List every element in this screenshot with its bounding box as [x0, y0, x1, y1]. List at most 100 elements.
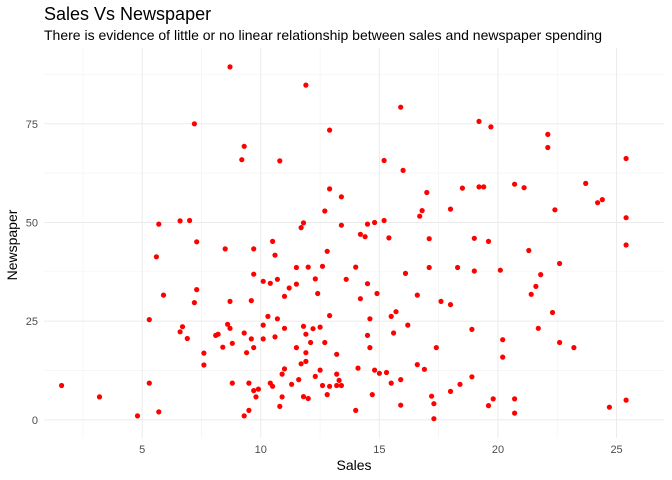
- data-point: [229, 380, 235, 386]
- data-point: [265, 313, 271, 319]
- data-point: [343, 276, 349, 282]
- data-point: [322, 208, 328, 214]
- data-point: [215, 331, 221, 337]
- data-point: [490, 396, 496, 402]
- x-tick-label: 25: [610, 444, 622, 456]
- data-point: [355, 365, 361, 371]
- data-point: [402, 270, 409, 276]
- data-point: [338, 194, 344, 200]
- data-point: [300, 220, 307, 226]
- data-point: [433, 345, 439, 351]
- data-point: [260, 278, 266, 284]
- data-point: [353, 407, 359, 413]
- data-point: [538, 272, 544, 278]
- data-point: [583, 180, 589, 186]
- data-point: [293, 345, 299, 351]
- data-point: [353, 264, 359, 270]
- data-point: [338, 222, 344, 228]
- data-point: [251, 246, 257, 252]
- data-point: [241, 143, 247, 149]
- data-point: [398, 377, 404, 383]
- data-point: [298, 361, 304, 367]
- data-point: [334, 382, 340, 389]
- data-point: [272, 334, 278, 340]
- data-point: [557, 260, 563, 267]
- data-point: [455, 264, 461, 271]
- data-point: [381, 157, 387, 164]
- data-point: [528, 291, 534, 297]
- x-tick-label: 10: [255, 444, 267, 456]
- grid: [44, 48, 664, 438]
- data-point: [146, 380, 152, 386]
- data-point: [239, 157, 245, 163]
- data-point: [281, 293, 288, 299]
- data-point: [305, 264, 311, 270]
- y-tick-label: 75: [26, 119, 38, 131]
- data-point: [246, 380, 252, 386]
- data-point: [324, 248, 330, 254]
- data-point: [293, 281, 299, 287]
- data-point: [447, 206, 454, 212]
- data-point: [255, 386, 261, 392]
- data-point: [177, 329, 183, 335]
- data-point: [388, 380, 394, 386]
- data-point: [414, 362, 420, 368]
- data-point: [447, 302, 454, 308]
- data-point: [248, 298, 254, 304]
- data-point: [315, 290, 321, 297]
- data-point: [303, 358, 309, 364]
- data-point: [153, 254, 159, 260]
- chart-title: Sales Vs Newspaper: [44, 4, 211, 24]
- data-point: [300, 394, 307, 400]
- data-point: [222, 246, 228, 252]
- tick-labels: 5 10 15 20 25 0 25 50 75: [26, 119, 623, 456]
- data-point: [274, 316, 280, 322]
- data-point: [317, 367, 323, 373]
- data-point: [571, 345, 577, 351]
- data-point: [293, 264, 299, 271]
- data-point: [253, 394, 259, 400]
- data-point: [308, 339, 314, 346]
- data-point: [310, 326, 316, 332]
- data-point: [535, 325, 541, 331]
- data-point: [599, 197, 605, 203]
- data-point: [388, 313, 394, 319]
- x-axis-title: Sales: [336, 457, 371, 473]
- data-point: [511, 181, 518, 187]
- data-point: [241, 330, 247, 336]
- data-point: [277, 403, 283, 409]
- data-point: [246, 407, 252, 413]
- data-point: [229, 340, 235, 346]
- data-point: [303, 82, 309, 88]
- data-point: [241, 413, 247, 419]
- data-point: [511, 410, 518, 416]
- data-point: [272, 252, 278, 258]
- data-point: [421, 366, 427, 372]
- data-point: [545, 144, 551, 151]
- data-point: [606, 404, 613, 410]
- data-point: [526, 247, 532, 254]
- data-point: [251, 388, 257, 394]
- data-point: [424, 189, 430, 196]
- data-point: [471, 235, 477, 241]
- data-point: [281, 325, 288, 331]
- data-point: [289, 381, 295, 387]
- data-point: [369, 392, 375, 398]
- data-point: [184, 335, 190, 342]
- data-point: [296, 377, 302, 383]
- data-point: [533, 283, 539, 289]
- data-point: [317, 324, 323, 330]
- data-point: [327, 186, 333, 192]
- data-point: [364, 281, 371, 287]
- data-point: [270, 238, 276, 244]
- data-point: [244, 350, 250, 356]
- data-point: [398, 104, 404, 110]
- data-point: [327, 127, 333, 133]
- data-point: [500, 354, 506, 360]
- data-point: [417, 213, 423, 219]
- data-point: [447, 388, 454, 394]
- data-point: [201, 362, 207, 368]
- data-point: [485, 238, 492, 244]
- y-tick-label: 50: [26, 217, 38, 229]
- data-point: [364, 221, 371, 227]
